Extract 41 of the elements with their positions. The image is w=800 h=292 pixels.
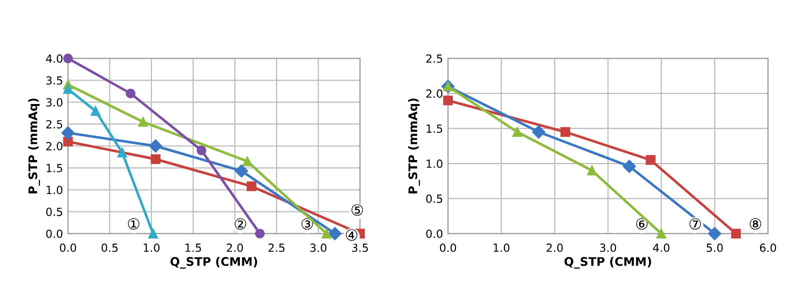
y-tick-label: 1.5 <box>46 164 62 172</box>
x-tick-label: 0.0 <box>440 244 456 252</box>
annotation: ⑧ <box>750 218 762 230</box>
y-tick-label: 2.0 <box>46 142 62 150</box>
x-tick-label: 2.0 <box>546 244 563 252</box>
y-tick-label: 1.5 <box>426 124 442 133</box>
y-axis-title: P_STP (mmAq) <box>408 98 420 194</box>
x-axis-title: Q_STP (CMM) <box>564 256 652 269</box>
y-tick-label: 1.0 <box>426 159 442 168</box>
x-tick-label: 3.5 <box>352 244 368 252</box>
x-tick-label: 0.0 <box>60 244 76 252</box>
x-tick-label: 6.0 <box>760 244 776 252</box>
x-tick-label: 1.0 <box>144 244 160 252</box>
y-axis-title: P_STP (mmAq) <box>28 98 40 194</box>
y-tick-label: 4.0 <box>46 54 62 63</box>
x-tick-label: 2.0 <box>226 244 243 252</box>
x-tick-label: 0.5 <box>102 244 118 252</box>
annotation: ⑤ <box>352 204 363 216</box>
x-tick-label: 1.5 <box>186 244 202 252</box>
x-tick-label: 1.0 <box>494 244 510 252</box>
y-tick-label: 2.5 <box>46 120 62 128</box>
y-tick-label: 1.0 <box>46 186 62 194</box>
y-tick-label: 3.5 <box>46 76 62 85</box>
y-tick-label: 0.5 <box>46 208 62 216</box>
y-tick-label: 2.0 <box>426 89 442 98</box>
annotation: ⑦ <box>690 218 701 230</box>
annotation: ② <box>234 218 246 230</box>
x-tick-label: 2.5 <box>268 244 284 252</box>
x-tick-label: 3.0 <box>310 244 326 252</box>
annotation: ⑥ <box>636 218 648 230</box>
y-tick-label: 0.0 <box>46 230 62 238</box>
annotation: ① <box>128 218 140 230</box>
annotation: ④ <box>346 229 358 241</box>
x-tick-label: 3.0 <box>600 244 616 252</box>
y-tick-label: 0.0 <box>426 230 442 238</box>
x-axis-title: Q_STP (CMM) <box>170 256 258 269</box>
y-tick-label: 2.5 <box>426 54 442 63</box>
y-tick-label: 0.5 <box>426 194 442 203</box>
x-tick-label: 5.0 <box>706 244 723 252</box>
x-tick-label: 4.0 <box>653 244 670 252</box>
y-tick-label: 3.0 <box>46 98 62 107</box>
